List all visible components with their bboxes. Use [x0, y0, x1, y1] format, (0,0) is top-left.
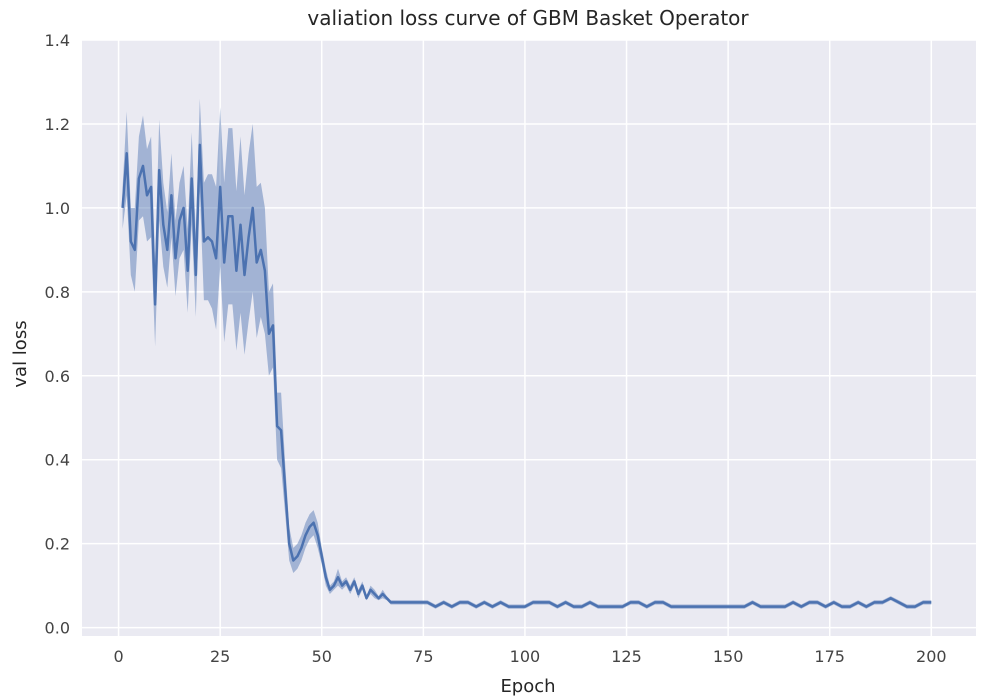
- y-tick-label: 0.8: [45, 283, 70, 302]
- x-tick-label: 125: [611, 647, 642, 666]
- y-tick-label: 0.6: [45, 367, 70, 386]
- y-tick-labels: 0.0 0.2 0.4 0.6 0.8 1.0 1.2 1.4: [45, 31, 70, 638]
- x-tick-label: 100: [510, 647, 541, 666]
- y-axis-label: val loss: [10, 320, 31, 387]
- plot-area: [82, 40, 976, 636]
- x-tick-label: 0: [113, 647, 123, 666]
- x-tick-label: 75: [413, 647, 433, 666]
- y-tick-label: 1.2: [45, 115, 70, 134]
- y-tick-label: 1.4: [45, 31, 70, 50]
- x-tick-labels: 0 25 50 75 100 125 150 175 200: [113, 647, 946, 666]
- y-tick-label: 0.4: [45, 451, 70, 470]
- x-tick-label: 50: [312, 647, 332, 666]
- x-tick-label: 150: [713, 647, 744, 666]
- x-tick-label: 200: [916, 647, 947, 666]
- x-tick-label: 25: [210, 647, 230, 666]
- y-tick-label: 0.0: [45, 619, 70, 638]
- x-axis-label: Epoch: [500, 676, 555, 696]
- chart-title: valiation loss curve of GBM Basket Opera…: [307, 6, 749, 30]
- series-line-layer: [121, 143, 932, 608]
- grid-lines: [82, 39, 976, 636]
- val-loss-line: [121, 143, 932, 608]
- y-tick-label: 0.2: [45, 535, 70, 554]
- y-tick-label: 1.0: [45, 199, 70, 218]
- x-tick-label: 175: [814, 647, 845, 666]
